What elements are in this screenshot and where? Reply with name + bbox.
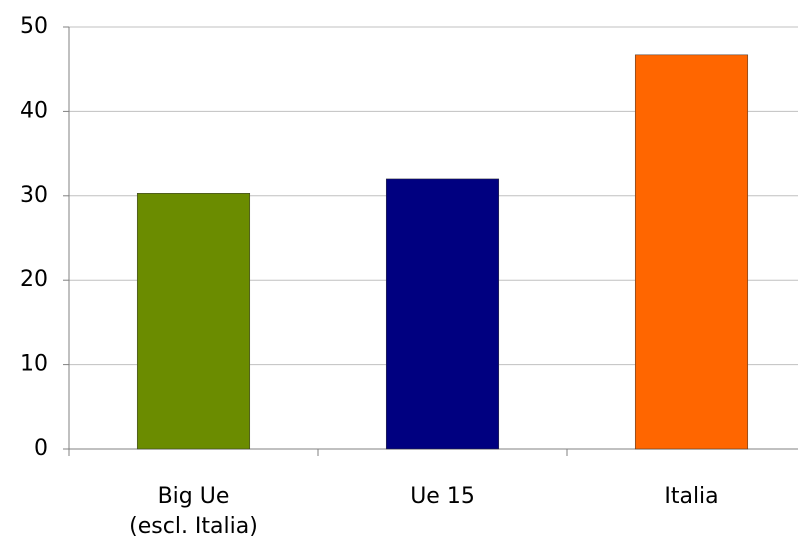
y-tick-label: 30 [20,183,48,208]
bar [136,193,251,450]
y-tick-label: 10 [20,352,48,377]
bar [385,178,500,450]
y-tick-label: 20 [20,267,48,292]
x-tick-label: Big Ue (escl. Italia) [129,484,258,539]
bar [634,54,749,450]
y-tick-label: 50 [20,14,48,39]
x-tick-label: Italia [664,484,719,509]
y-tick-label: 40 [20,98,48,123]
y-tick-label: 0 [34,436,48,461]
x-tick-label: Ue 15 [410,484,475,509]
